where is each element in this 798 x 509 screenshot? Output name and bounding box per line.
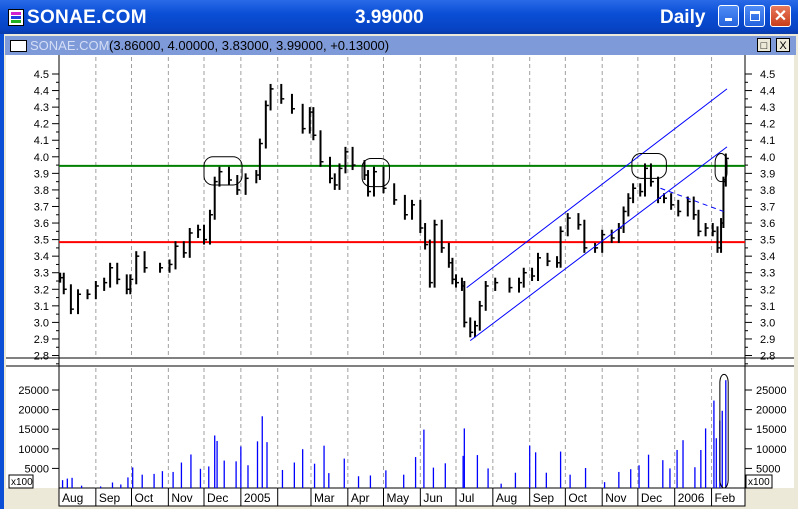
circled-top-annotation (631, 152, 667, 179)
window-last-price: 3.99000 (355, 7, 424, 28)
price-tick-label: 3.8 (34, 185, 49, 197)
date-label: Jun (423, 491, 442, 505)
price-tick-label: 4.5 (34, 69, 49, 81)
date-label: Dec (207, 491, 228, 505)
chart-window-icon (10, 40, 27, 52)
price-tick-label-right: 4.3 (760, 102, 775, 114)
price-tick-label-right: 3.5 (760, 235, 775, 247)
price-tick-label-right: 4.5 (760, 69, 775, 81)
price-tick-label: 3.6 (34, 218, 49, 230)
close-button[interactable]: ✕ (770, 5, 791, 27)
window-periodicity[interactable]: Daily (660, 7, 706, 28)
volume-unit-label: x100 (11, 477, 33, 488)
price-tick-label-right: 4.0 (760, 152, 775, 164)
price-tick-label: 3.7 (34, 201, 49, 213)
price-tick-label-right: 3.7 (760, 201, 775, 213)
price-tick-label-right: 3.1 (760, 301, 775, 313)
app-icon[interactable] (8, 9, 24, 26)
date-label: Apr (351, 491, 370, 505)
volume-tick-label-right: 5000 (756, 463, 780, 475)
channel-lower-line (469, 146, 728, 342)
date-label: Oct (135, 491, 154, 505)
price-tick-label: 3.9 (34, 168, 49, 180)
price-tick-label: 3.0 (34, 317, 49, 329)
circled-top-annotation (361, 157, 390, 188)
chart-restore-button[interactable]: □ (757, 38, 771, 52)
date-label: May (386, 491, 409, 505)
date-label: Aug (62, 491, 83, 505)
date-label: Nov (171, 491, 192, 505)
date-label: Aug (496, 491, 517, 505)
window-symbol: SONAE.COM (27, 7, 147, 28)
volume-unit-box (745, 474, 773, 489)
price-tick-label-right: 3.0 (760, 317, 775, 329)
price-tick-label-right: 4.1 (760, 135, 775, 147)
date-label: Dec (641, 491, 662, 505)
date-label: Sep (99, 491, 121, 505)
price-tick-label: 4.2 (34, 119, 49, 131)
maximize-icon (749, 11, 760, 21)
price-tick-label-right: 3.3 (760, 268, 775, 280)
date-label: Feb (715, 491, 736, 505)
price-tick-label-right: 4.2 (760, 119, 775, 131)
volume-tick-label: 5000 (25, 463, 49, 475)
date-label: 2005 (244, 491, 271, 505)
circled-top-annotation (714, 152, 728, 183)
volume-tick-label-right: 15000 (756, 424, 787, 436)
volume-tick-label: 20000 (18, 405, 49, 417)
window-border (0, 34, 4, 509)
volume-unit-label: x100 (748, 477, 770, 488)
volume-tick-label: 10000 (18, 444, 49, 456)
minimize-icon (725, 18, 732, 21)
dashed-trendline (660, 187, 724, 212)
date-label: Nov (605, 491, 626, 505)
price-tick-label: 3.4 (34, 251, 49, 263)
date-label: Mar (314, 491, 335, 505)
maximize-button[interactable] (744, 5, 765, 27)
price-tick-label-right: 4.4 (760, 86, 775, 98)
price-tick-label: 4.1 (34, 135, 49, 147)
volume-tick-label-right: 25000 (756, 385, 787, 397)
price-tick-label-right: 3.4 (760, 251, 775, 263)
volume-tick-label: 25000 (18, 385, 49, 397)
price-tick-label-right: 2.8 (760, 351, 775, 363)
price-tick-label: 4.4 (34, 86, 49, 98)
circled-volume-annotation (719, 373, 729, 489)
price-tick-label: 3.2 (34, 284, 49, 296)
volume-tick-label: 15000 (18, 424, 49, 436)
chart-window-title-bar: SONAE.COM (3.86000, 4.00000, 3.83000, 3.… (5, 36, 796, 55)
price-tick-label-right: 3.9 (760, 168, 775, 180)
circled-top-annotation (203, 156, 243, 186)
price-tick-label: 4.3 (34, 102, 49, 114)
price-tick-label-right: 3.6 (760, 218, 775, 230)
date-label: Oct (568, 491, 587, 505)
price-tick-label: 3.3 (34, 268, 49, 280)
volume-unit-box (8, 474, 34, 489)
price-tick-label: 3.1 (34, 301, 49, 313)
chart-close-button[interactable]: X (776, 38, 790, 52)
channel-upper-line (466, 88, 728, 289)
close-icon: ✕ (773, 8, 788, 25)
date-label: Sep (533, 491, 555, 505)
chart-window-title: SONAE.COM (30, 38, 110, 53)
minimize-button[interactable] (718, 5, 739, 27)
volume-tick-label-right: 20000 (756, 405, 787, 417)
price-tick-label: 2.8 (34, 351, 49, 363)
price-tick-label-right: 3.8 (760, 185, 775, 197)
chart-background (6, 55, 794, 488)
price-tick-label-right: 3.2 (760, 284, 775, 296)
price-tick-label-right: 2.9 (760, 334, 775, 346)
chart-canvas[interactable]: Aug Sep Oct Nov Dec 2005 Mar Apr May Jun Jul Aug Sep… (0, 55, 798, 509)
date-label: Jul (459, 491, 474, 505)
volume-tick-label-right: 10000 (756, 444, 787, 456)
ohlc-readout: (3.86000, 4.00000, 3.83000, 3.99000, +0.… (109, 38, 390, 53)
price-tick-label: 4.0 (34, 152, 49, 164)
price-tick-label: 3.5 (34, 235, 49, 247)
price-tick-label: 2.9 (34, 334, 49, 346)
main-title-bar: SONAE.COM 3.99000 Daily ✕ (0, 0, 798, 34)
date-label: 2006 (678, 491, 705, 505)
